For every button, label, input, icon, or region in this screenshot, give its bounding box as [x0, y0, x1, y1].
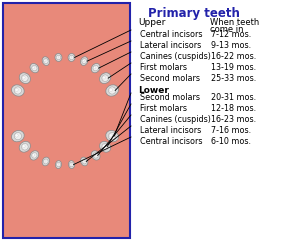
Ellipse shape [81, 157, 88, 166]
Text: Canines (cuspids): Canines (cuspids) [140, 52, 211, 61]
Ellipse shape [30, 63, 39, 73]
Ellipse shape [93, 154, 96, 156]
Text: Upper: Upper [138, 18, 165, 27]
Ellipse shape [106, 130, 118, 142]
Ellipse shape [42, 157, 49, 166]
Text: 16-23 mos.: 16-23 mos. [211, 115, 256, 124]
Ellipse shape [109, 87, 116, 94]
Ellipse shape [93, 153, 98, 158]
Ellipse shape [82, 159, 87, 164]
Text: 25-33 mos.: 25-33 mos. [211, 74, 256, 83]
Ellipse shape [82, 59, 87, 64]
Ellipse shape [109, 133, 116, 140]
FancyBboxPatch shape [3, 3, 130, 238]
Ellipse shape [70, 162, 74, 167]
Ellipse shape [32, 153, 37, 158]
Ellipse shape [56, 55, 61, 60]
Ellipse shape [14, 87, 21, 94]
Ellipse shape [100, 73, 111, 84]
Ellipse shape [109, 88, 113, 92]
Ellipse shape [81, 57, 88, 66]
Ellipse shape [109, 134, 113, 137]
Ellipse shape [102, 75, 109, 81]
Text: First molars: First molars [140, 104, 187, 113]
Text: 20-31 mos.: 20-31 mos. [211, 93, 256, 102]
Text: 6-10 mos.: 6-10 mos. [211, 137, 251, 146]
Ellipse shape [91, 63, 100, 73]
Ellipse shape [21, 143, 28, 150]
Ellipse shape [93, 66, 98, 71]
Text: First molars: First molars [140, 63, 187, 72]
Text: 13-19 mos.: 13-19 mos. [211, 63, 256, 72]
Text: Lower: Lower [138, 86, 169, 95]
Text: 7-16 mos.: 7-16 mos. [211, 126, 251, 135]
Ellipse shape [91, 151, 100, 160]
Ellipse shape [22, 76, 25, 79]
Ellipse shape [22, 145, 25, 148]
Ellipse shape [68, 54, 75, 61]
Ellipse shape [70, 163, 72, 165]
Ellipse shape [19, 73, 30, 84]
Ellipse shape [44, 160, 46, 162]
Ellipse shape [32, 66, 37, 71]
Ellipse shape [21, 75, 28, 81]
Ellipse shape [100, 141, 111, 152]
Text: Lateral incisors: Lateral incisors [140, 126, 201, 135]
Text: Primary teeth: Primary teeth [148, 7, 240, 20]
Ellipse shape [55, 54, 62, 61]
Ellipse shape [102, 143, 109, 150]
Ellipse shape [32, 154, 35, 156]
Text: Canines (cuspids): Canines (cuspids) [140, 115, 211, 124]
Ellipse shape [102, 145, 105, 148]
Text: 12-18 mos.: 12-18 mos. [211, 104, 256, 113]
Text: When teeth: When teeth [210, 18, 259, 27]
Ellipse shape [14, 133, 21, 140]
Ellipse shape [44, 60, 46, 62]
Ellipse shape [69, 55, 74, 60]
Text: 7-12 mos.: 7-12 mos. [211, 30, 251, 39]
Ellipse shape [69, 161, 74, 169]
Ellipse shape [15, 88, 18, 92]
Ellipse shape [19, 141, 30, 152]
Ellipse shape [43, 159, 48, 164]
Ellipse shape [32, 67, 35, 69]
Text: Central incisors: Central incisors [140, 137, 202, 146]
Ellipse shape [70, 56, 72, 58]
Text: come in: come in [210, 25, 243, 34]
Ellipse shape [57, 56, 59, 58]
Text: Central incisors: Central incisors [140, 30, 202, 39]
Ellipse shape [56, 161, 61, 169]
Ellipse shape [102, 76, 105, 79]
Ellipse shape [30, 151, 39, 160]
Ellipse shape [93, 67, 96, 69]
Ellipse shape [15, 134, 18, 137]
Ellipse shape [42, 57, 49, 66]
Ellipse shape [12, 85, 24, 96]
Ellipse shape [82, 160, 84, 162]
Ellipse shape [82, 60, 84, 62]
Text: Lateral incisors: Lateral incisors [140, 41, 201, 50]
Ellipse shape [43, 59, 48, 64]
Ellipse shape [12, 130, 24, 142]
Ellipse shape [57, 163, 59, 165]
Text: 16-22 mos.: 16-22 mos. [211, 52, 256, 61]
Ellipse shape [106, 85, 118, 96]
Text: 9-13 mos.: 9-13 mos. [211, 41, 251, 50]
Ellipse shape [56, 162, 60, 167]
Text: Second molars: Second molars [140, 93, 200, 102]
Text: Second molars: Second molars [140, 74, 200, 83]
